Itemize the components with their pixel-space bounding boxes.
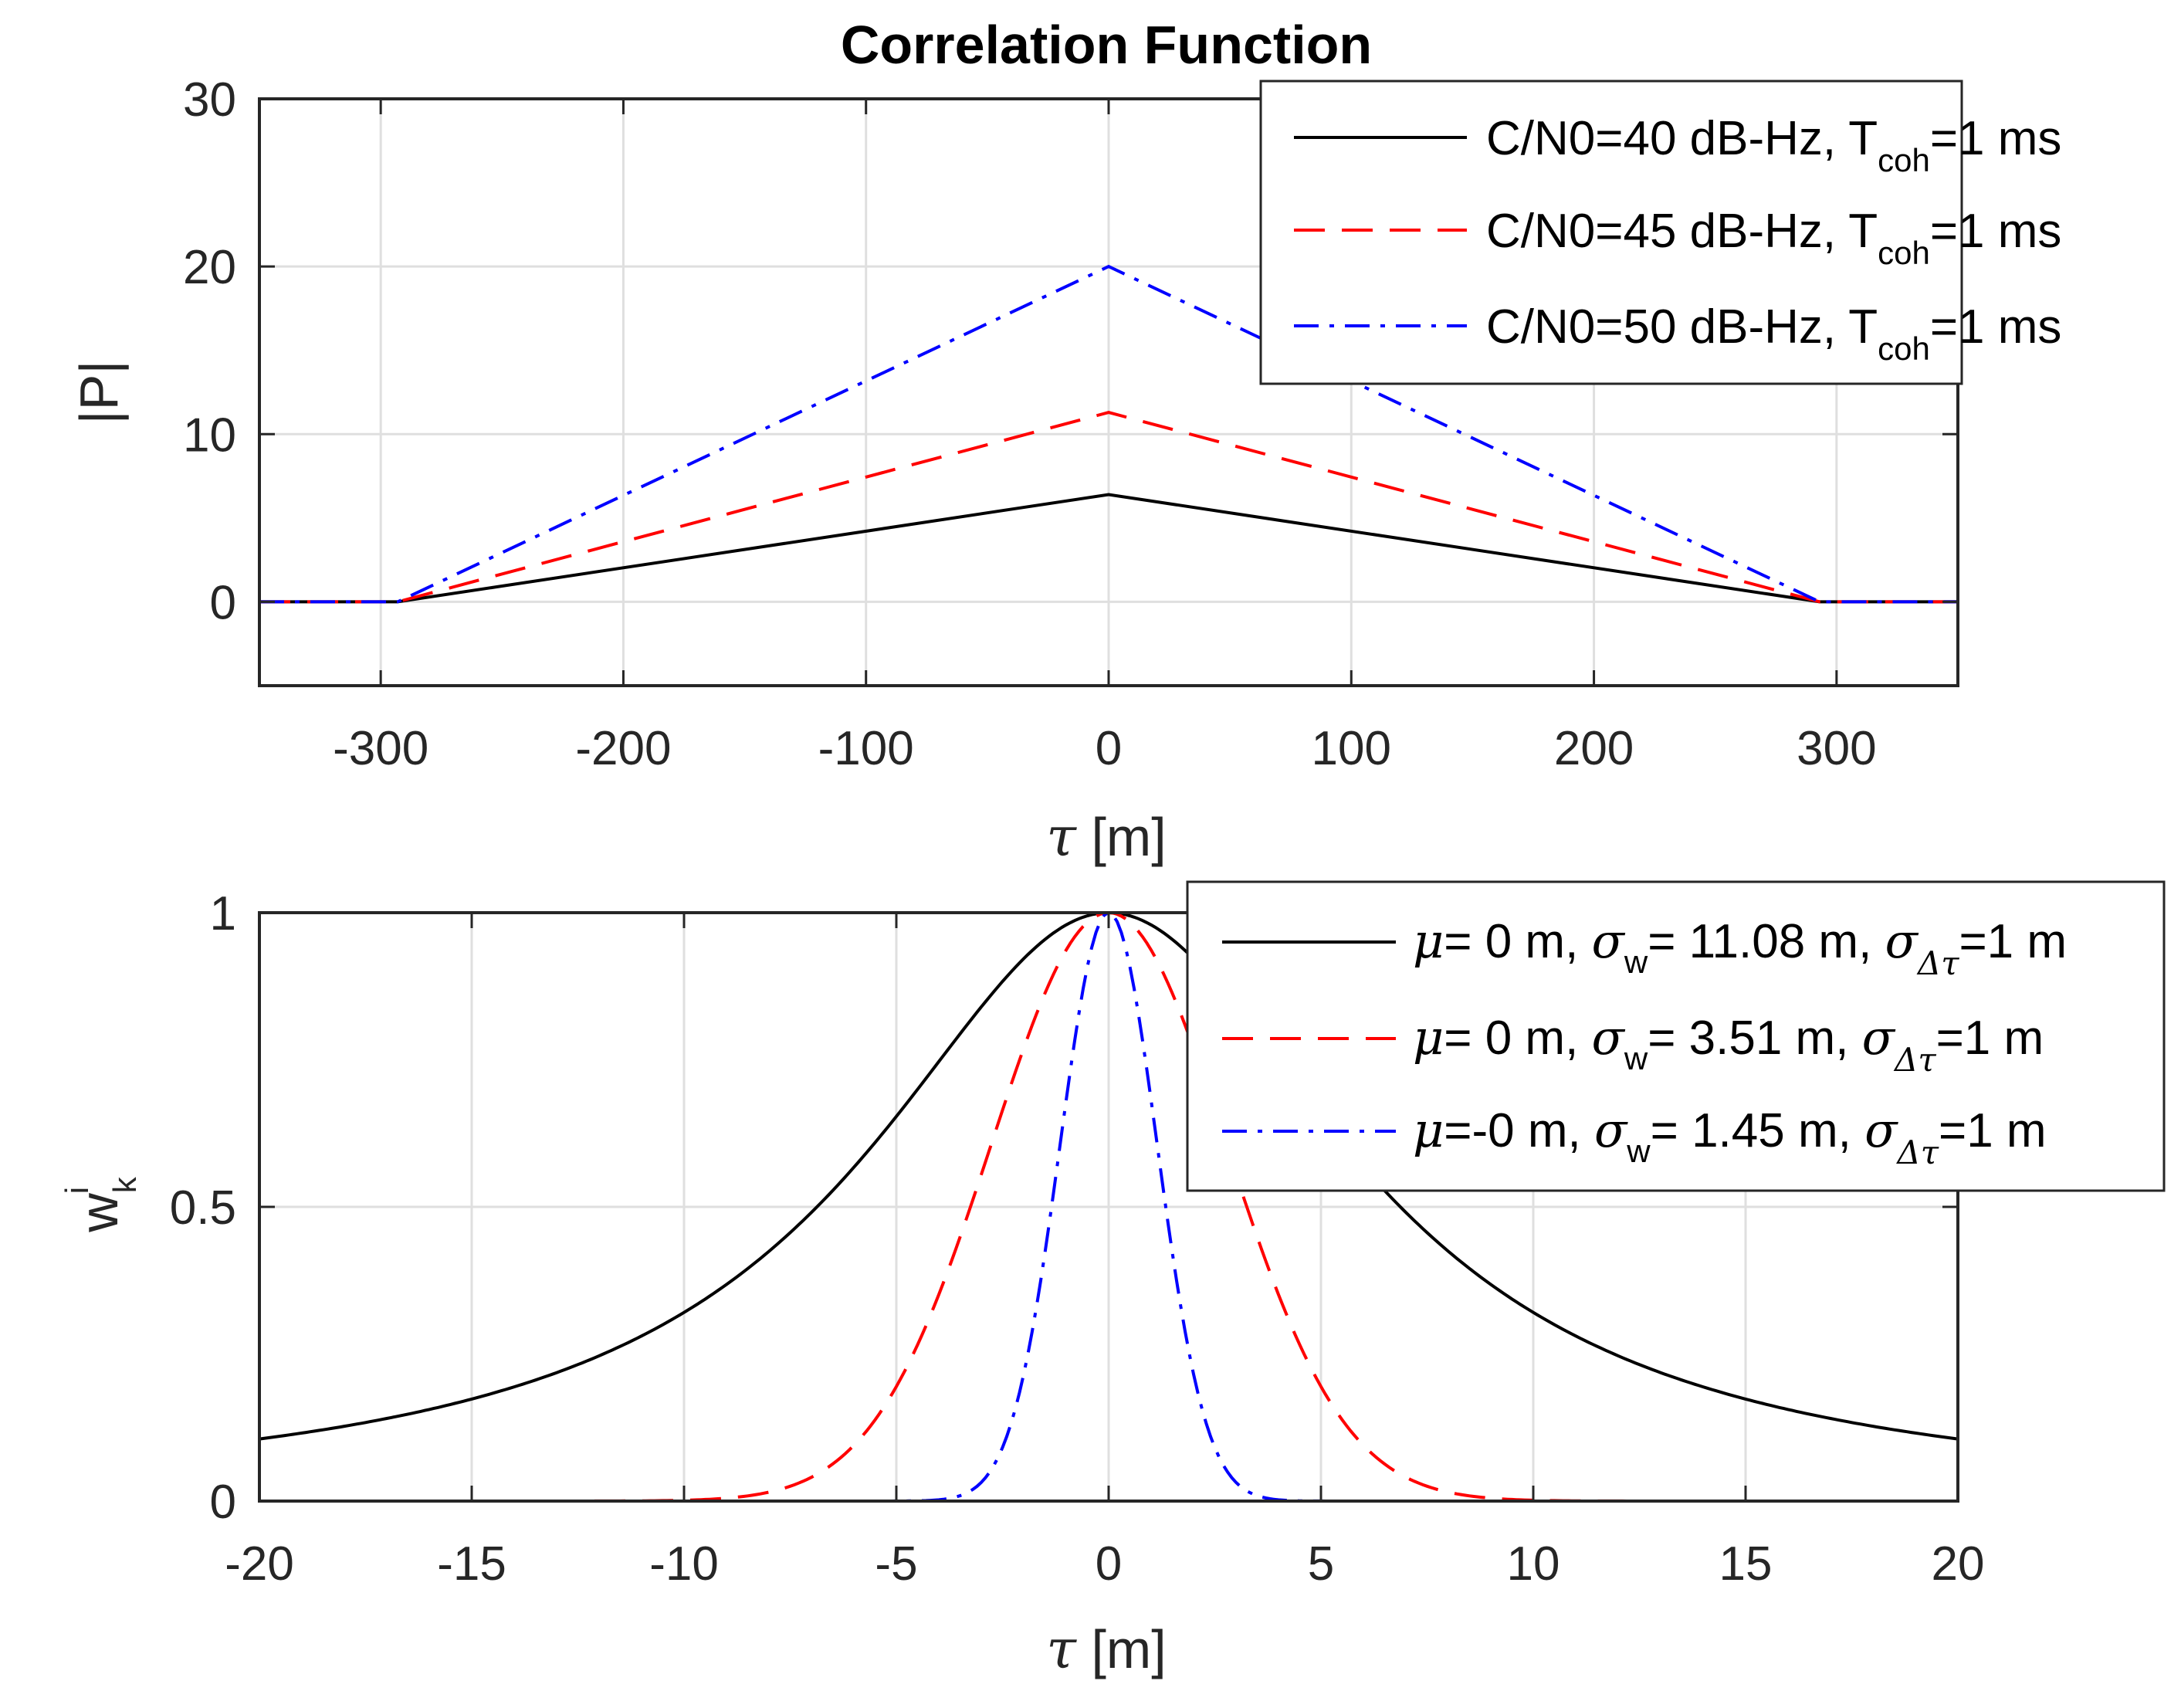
bottom-xtick-label: -15 [437, 1537, 506, 1591]
bottom-ticks: -20 -15 -10 -5 0 5 10 15 20 0 0.5 1 [170, 887, 1985, 1591]
bottom-legend-label-1: μ= 0 m, σw= 3.51 m, σΔτ=1 m [1413, 1009, 2044, 1079]
bottom-xtick-label: -20 [225, 1537, 294, 1591]
top-xtick-label: 100 [1312, 722, 1391, 775]
top-legend-label-2: C/N0=50 dB-Hz, Tcoh=1 ms [1486, 300, 2061, 367]
top-series-line-2 [259, 264, 1958, 604]
bottom-legend-box [1186, 880, 2166, 1192]
bottom-legend-label-0: μ= 0 m, σw= 11.08 m, σΔτ=1 m [1413, 913, 2067, 982]
top-legend-label-0: C/N0=40 dB-Hz, Tcoh=1 ms [1486, 112, 2061, 178]
top-legend-box [1259, 80, 1963, 385]
top-xlabel-tau: τ [1046, 805, 1077, 869]
bottom-xtick-label: 10 [1507, 1537, 1560, 1591]
top-ytick-label: 10 [183, 408, 236, 462]
bottom-ytick-label: 0.5 [170, 1181, 236, 1235]
top-xtick-label: 300 [1797, 722, 1876, 775]
top-xtick-label: -200 [575, 722, 671, 775]
top-xtick-label: -100 [818, 722, 914, 775]
top-ytick-label: 0 [210, 576, 236, 629]
top-ytick-label: 20 [183, 241, 236, 294]
bottom-xlabel: τ [m] [1046, 1618, 1166, 1681]
bottom-ytick-label: 1 [210, 887, 236, 940]
top-lines [259, 264, 1958, 604]
top-legend: C/N0=40 dB-Hz, Tcoh=1 ms C/N0=45 dB-Hz, … [1259, 80, 2061, 385]
top-xtick-label: 200 [1554, 722, 1634, 775]
top-ticks: -300 -200 -100 0 100 200 300 0 10 20 30 [183, 73, 1958, 775]
bottom-xtick-label: 5 [1308, 1537, 1334, 1591]
bottom-xtick-label: 15 [1719, 1537, 1773, 1591]
bottom-legend-label-2: μ=-0 m, σw= 1.45 m, σΔτ=1 m [1413, 1102, 2047, 1171]
top-xtick-label: 0 [1096, 722, 1122, 775]
top-legend-label-1: C/N0=45 dB-Hz, Tcoh=1 ms [1486, 205, 2061, 271]
bottom-xtick-label: -10 [649, 1537, 719, 1591]
bottom-ylabel: wki [59, 1176, 143, 1233]
chart-title: Correlation Function [841, 15, 1372, 75]
bottom-ytick-label: 0 [210, 1476, 236, 1529]
bottom-xtick-label: -5 [875, 1537, 917, 1591]
top-xlabel: τ [m] [1046, 805, 1166, 869]
bottom-xlabel-unit: [m] [1076, 1619, 1167, 1679]
bottom-legend: μ= 0 m, σw= 11.08 m, σΔτ=1 m μ= 0 m, σw=… [1186, 880, 2166, 1192]
top-xtick-label: -300 [333, 722, 428, 775]
top-xlabel-unit: [m] [1076, 807, 1167, 867]
top-ylabel: |P| [69, 360, 129, 424]
bottom-xtick-label: 0 [1096, 1537, 1122, 1591]
bottom-xlabel-tau: τ [1046, 1618, 1077, 1681]
bottom-xtick-label: 20 [1932, 1537, 1985, 1591]
top-ytick-label: 30 [183, 73, 236, 127]
